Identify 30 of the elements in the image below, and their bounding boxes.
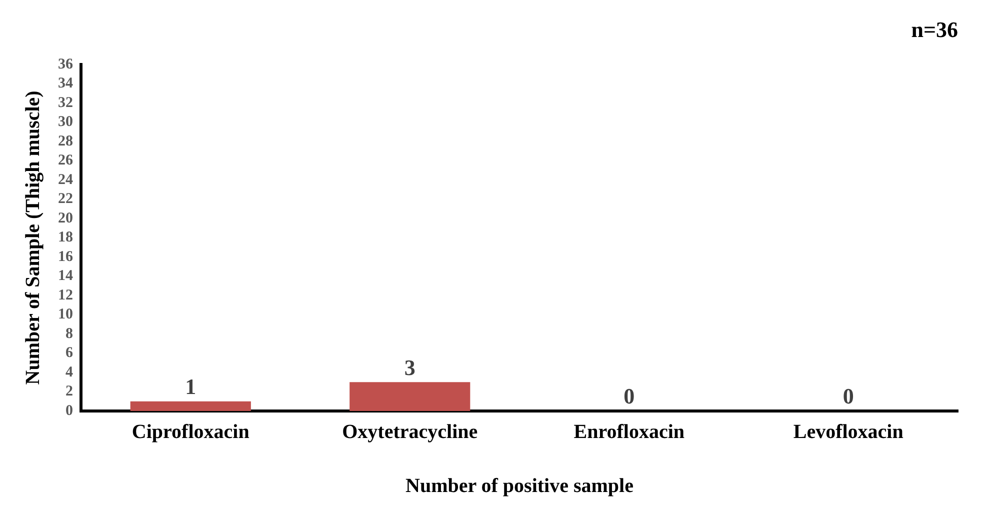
y-tick-label: 12 <box>58 287 73 304</box>
y-tick-label: 24 <box>58 172 74 188</box>
data-label: 0 <box>842 384 854 409</box>
y-tick-label: 34 <box>58 76 74 92</box>
y-tick-label: 36 <box>58 56 74 72</box>
data-label: 3 <box>404 354 416 380</box>
x-tick-label: Enrofloxacin <box>574 421 685 444</box>
y-tick-label: 14 <box>58 268 74 284</box>
data-label: 1 <box>185 374 196 400</box>
y-axis-title: Number of Sample (Thigh muscle) <box>22 90 44 385</box>
x-tick-label: Oxytetracycline <box>342 421 478 444</box>
y-tick-label: 0 <box>66 402 73 419</box>
y-tick-label: 4 <box>66 364 74 380</box>
y-tick-label: 6 <box>66 345 74 362</box>
x-tick-label: Ciprofloxacin <box>132 421 250 444</box>
y-tick-label: 18 <box>58 230 73 246</box>
data-label: 0 <box>624 384 635 409</box>
y-tick-label: 30 <box>58 114 73 130</box>
chart-title: n=36 <box>911 16 958 42</box>
x-axis-title: Number of positive sample <box>406 475 634 498</box>
y-tick-label: 8 <box>66 326 73 342</box>
y-tick-label: 16 <box>58 248 74 265</box>
y-tick-label: 10 <box>58 306 73 323</box>
y-tick-label: 20 <box>58 210 73 226</box>
y-tick-label: 32 <box>58 94 73 111</box>
y-tick-label: 28 <box>58 133 73 150</box>
x-tick-label: Levofloxacin <box>793 421 904 444</box>
y-tick-label: 22 <box>58 191 73 208</box>
y-tick-label: 2 <box>66 384 73 400</box>
y-tick-label: 26 <box>58 152 74 169</box>
